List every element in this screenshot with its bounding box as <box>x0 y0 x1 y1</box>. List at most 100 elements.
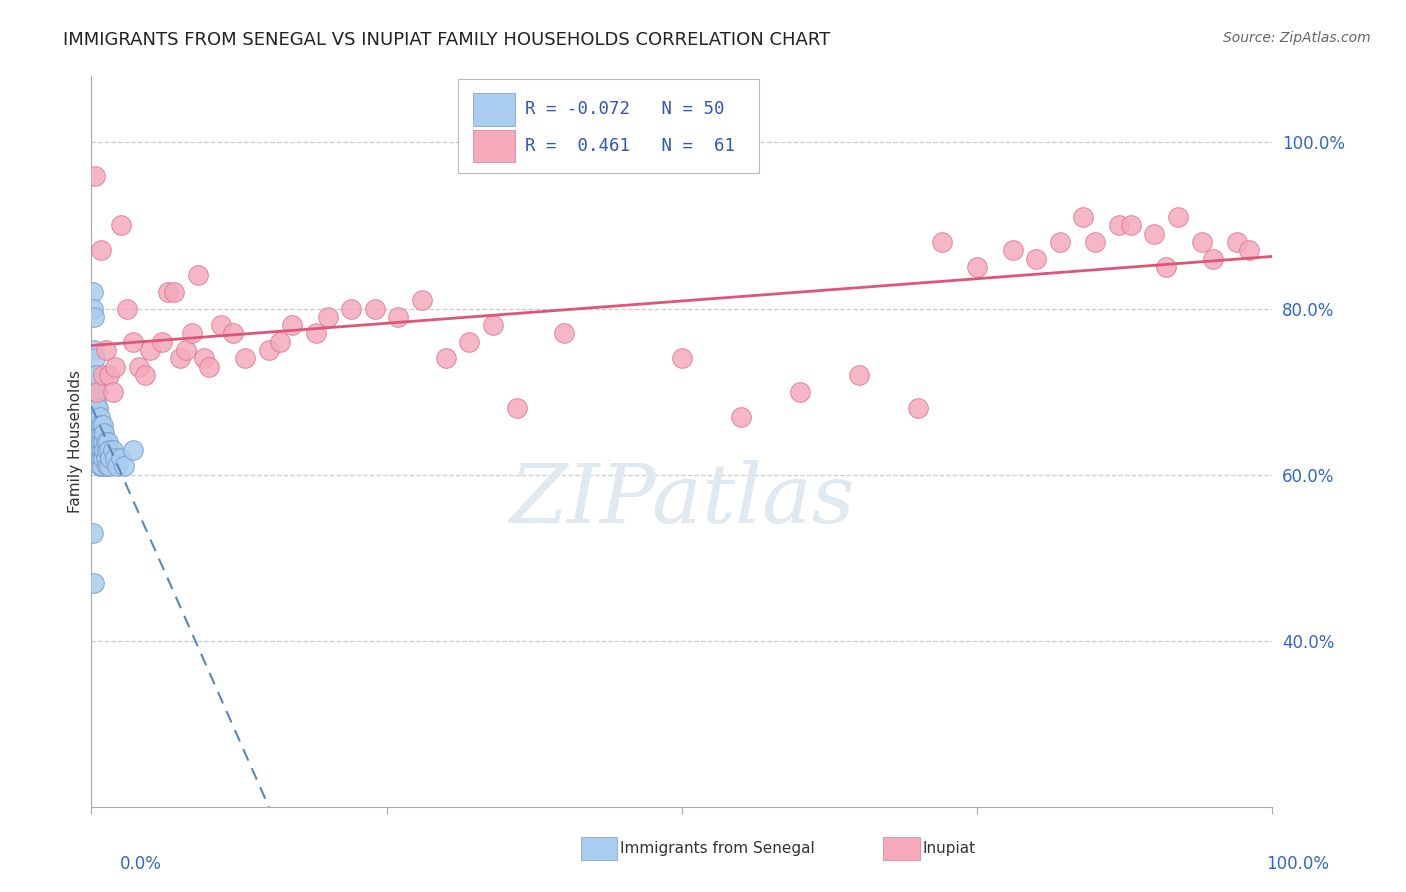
Point <box>84 376 107 391</box>
Point <box>134 368 156 382</box>
Point <box>848 368 870 382</box>
Point <box>553 326 575 341</box>
Point <box>907 401 929 416</box>
Point <box>104 451 127 466</box>
Text: IMMIGRANTS FROM SENEGAL VS INUPIAT FAMILY HOUSEHOLDS CORRELATION CHART: IMMIGRANTS FROM SENEGAL VS INUPIAT FAMIL… <box>63 31 831 49</box>
Text: Immigrants from Senegal: Immigrants from Senegal <box>620 841 815 855</box>
Point <box>101 384 124 399</box>
Point <box>94 343 117 358</box>
Point <box>1226 235 1249 249</box>
Point <box>434 351 457 366</box>
Point <box>83 343 105 358</box>
Point <box>91 417 114 432</box>
Point <box>96 442 118 457</box>
Point <box>209 318 232 333</box>
Point <box>83 310 105 324</box>
Point <box>91 451 114 466</box>
Point <box>104 359 127 374</box>
Point <box>1119 219 1142 233</box>
Point <box>931 235 953 249</box>
Point <box>233 351 256 366</box>
Point <box>98 459 121 474</box>
Point <box>269 334 291 349</box>
Point <box>91 434 114 449</box>
Point <box>730 409 752 424</box>
FancyBboxPatch shape <box>472 130 516 162</box>
Point <box>110 451 132 466</box>
Point <box>1049 235 1071 249</box>
Point <box>84 169 107 183</box>
Point <box>97 434 120 449</box>
Point <box>84 417 107 432</box>
Point <box>187 268 209 283</box>
Point <box>89 442 111 457</box>
FancyBboxPatch shape <box>472 94 516 126</box>
Point <box>105 459 128 474</box>
Point <box>89 459 111 474</box>
Point <box>90 434 112 449</box>
Point <box>1108 219 1130 233</box>
Text: Source: ZipAtlas.com: Source: ZipAtlas.com <box>1223 31 1371 45</box>
Point <box>94 451 117 466</box>
Point <box>87 417 110 432</box>
Point <box>128 359 150 374</box>
Text: 0.0%: 0.0% <box>120 855 162 872</box>
Point <box>281 318 304 333</box>
Point <box>1001 244 1024 258</box>
Point <box>90 417 112 432</box>
Point <box>82 301 104 316</box>
Point <box>789 384 811 399</box>
Point <box>121 442 143 457</box>
Point <box>83 575 105 590</box>
Point <box>98 451 121 466</box>
Point <box>671 351 693 366</box>
Point <box>86 401 108 416</box>
Point <box>94 434 117 449</box>
Point <box>101 442 124 457</box>
Point <box>91 459 114 474</box>
Point <box>1154 260 1177 274</box>
Point <box>1202 252 1225 266</box>
Point <box>340 301 363 316</box>
Point <box>174 343 197 358</box>
Text: ZIPatlas: ZIPatlas <box>509 460 855 540</box>
Point <box>96 459 118 474</box>
Point <box>198 359 221 374</box>
Point <box>1084 235 1107 249</box>
Point <box>86 442 108 457</box>
Point <box>91 442 114 457</box>
Point <box>316 310 339 324</box>
Point <box>115 301 138 316</box>
Text: R = -0.072   N = 50: R = -0.072 N = 50 <box>524 101 724 119</box>
Point <box>150 334 173 349</box>
Point <box>1237 244 1260 258</box>
Point <box>110 219 132 233</box>
Point <box>1143 227 1166 241</box>
Point <box>84 351 107 366</box>
Point <box>121 334 143 349</box>
Point <box>86 384 108 399</box>
Point <box>84 392 107 407</box>
Point <box>98 442 121 457</box>
Point <box>114 459 136 474</box>
Point <box>169 351 191 366</box>
FancyBboxPatch shape <box>457 79 759 173</box>
Point <box>458 334 481 349</box>
Y-axis label: Family Households: Family Households <box>67 370 83 513</box>
Point <box>193 351 215 366</box>
Point <box>482 318 505 333</box>
Point <box>89 426 111 441</box>
Point <box>1025 252 1047 266</box>
Point <box>1167 210 1189 224</box>
Point <box>180 326 202 341</box>
Point <box>87 401 110 416</box>
Point <box>86 426 108 441</box>
Point <box>139 343 162 358</box>
Point <box>1073 210 1095 224</box>
Point <box>157 285 180 299</box>
Point <box>1191 235 1213 249</box>
Point <box>89 409 111 424</box>
Point <box>93 426 115 441</box>
Point <box>82 285 104 299</box>
Point <box>163 285 186 299</box>
